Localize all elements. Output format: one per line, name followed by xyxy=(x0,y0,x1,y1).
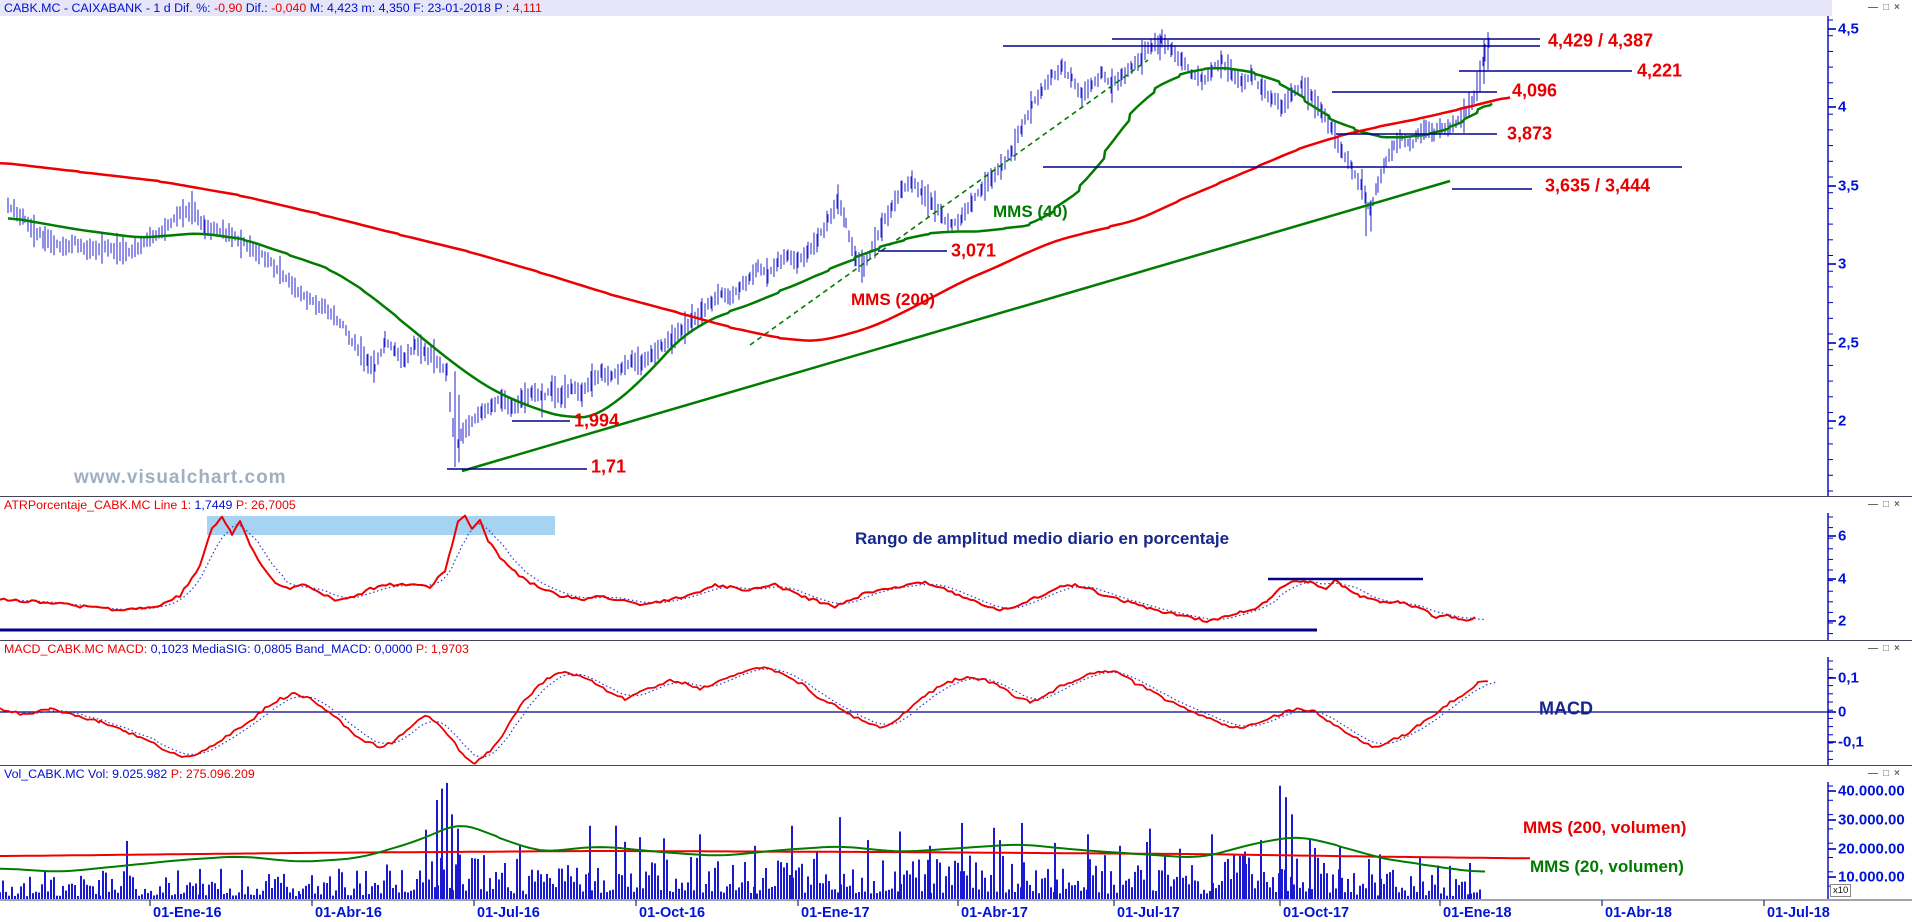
price-annotation: MMS (40) xyxy=(993,202,1068,221)
vol-header-segment: Vol_CABK.MC Vol: 9.025.982 xyxy=(4,767,168,781)
time-axis-label: 01-Oct-17 xyxy=(1283,905,1350,921)
maximize-icon[interactable]: □ xyxy=(1883,768,1890,779)
vol-axis-label: 40.000.00 xyxy=(1838,782,1905,800)
visualchart-watermark: www.visualchart.com xyxy=(74,467,287,488)
main-axis-label: 3,5 xyxy=(1838,177,1859,195)
main-axis-label: 3 xyxy=(1838,255,1847,273)
volume-ma-annotation: MMS (200, volumen) xyxy=(1523,818,1687,837)
price-annotation: 3,635 / 3,444 xyxy=(1545,175,1651,196)
macd-header-segment: MACD_CABK.MC MACD: xyxy=(4,642,151,656)
panel-window-controls: — □ × xyxy=(1868,3,1900,13)
vol-axis-label: 30.000.00 xyxy=(1838,811,1905,829)
time-axis-label: 01-Oct-16 xyxy=(639,905,706,921)
close-icon[interactable]: × xyxy=(1894,2,1900,13)
macd-panel-header: MACD_CABK.MC MACD: 0,1023 MediaSIG: 0,08… xyxy=(0,641,1832,657)
panel-separator xyxy=(0,496,1912,497)
panel-separator xyxy=(0,640,1912,641)
minimize-icon[interactable]: — xyxy=(1868,643,1878,654)
time-axis-label: 01-Ene-16 xyxy=(153,905,222,921)
macd-annotation: MACD xyxy=(1539,698,1593,719)
vol-header-segment: P: 275.096.209 xyxy=(167,767,255,781)
time-axis-label: 01-Ene-18 xyxy=(1443,905,1512,921)
macd-axis-label: 0,1 xyxy=(1838,669,1859,687)
macd-axis-label: 0 xyxy=(1838,703,1847,721)
title-segment: M: 4,423 m: 4,350 F: 23-01-2018 P : xyxy=(306,1,513,15)
time-axis-label: 01-Jul-17 xyxy=(1117,905,1180,921)
atr-annotation: Rango de amplitud medio diario en porcen… xyxy=(855,529,1230,548)
maximize-icon[interactable]: □ xyxy=(1883,2,1890,13)
maximize-icon[interactable]: □ xyxy=(1883,643,1890,654)
time-axis-label: 01-Ene-17 xyxy=(801,905,870,921)
main-axis-label: 4 xyxy=(1838,98,1847,116)
volume-panel-header: Vol_CABK.MC Vol: 9.025.982 P: 275.096.20… xyxy=(0,766,1832,782)
close-icon[interactable]: × xyxy=(1894,643,1900,654)
atr-axis-label: 4 xyxy=(1838,570,1847,588)
close-icon[interactable]: × xyxy=(1894,768,1900,779)
volume-scale-multiplier: x10 xyxy=(1830,884,1852,897)
price-annotation: MMS (200) xyxy=(851,290,936,309)
main-axis-label: 2,5 xyxy=(1838,334,1859,352)
vol-axis-label: 20.000.00 xyxy=(1838,840,1905,858)
vol-axis-label: 10.000.00 xyxy=(1838,868,1905,886)
atr-header-segment: 1,7449 xyxy=(194,498,233,512)
macd-header-segment: MediaSIG: 0,0805 Band_MACD: 0,0000 xyxy=(188,642,413,656)
minimize-icon[interactable]: — xyxy=(1868,2,1878,13)
atr-header-segment: ATRPorcentaje_CABK.MC Line 1: xyxy=(4,498,195,512)
macd-header-segment: P: 1,9703 xyxy=(412,642,469,656)
time-axis-label: 01-Jul-18 xyxy=(1767,905,1830,921)
price-annotation: 3,873 xyxy=(1507,123,1553,144)
atr-panel-header: ATRPorcentaje_CABK.MC Line 1: 1,7449 P: … xyxy=(0,497,1832,513)
atr-axis-label: 6 xyxy=(1838,527,1847,545)
title-segment: Dif.: xyxy=(242,1,272,15)
price-annotation: 1,71 xyxy=(591,456,627,477)
title-segment: -0,90 xyxy=(214,1,243,15)
time-axis-label: 01-Abr-16 xyxy=(315,905,382,921)
panel-window-controls: — □ × xyxy=(1868,769,1900,779)
time-axis-label: 01-Abr-18 xyxy=(1605,905,1672,921)
main-axis-label: 2 xyxy=(1838,412,1847,430)
panel-window-controls: — □ × xyxy=(1868,644,1900,654)
minimize-icon[interactable]: — xyxy=(1868,499,1878,510)
close-icon[interactable]: × xyxy=(1894,499,1900,510)
chart-title-bar: CABK.MC - CAIXABANK - 1 d Dif. %: -0,90 … xyxy=(0,0,1832,16)
title-segment: 4,111 xyxy=(512,1,542,15)
minimize-icon[interactable]: — xyxy=(1868,768,1878,779)
time-axis-label: 01-Jul-16 xyxy=(477,905,540,921)
atr-axis-label: 2 xyxy=(1838,612,1847,630)
price-annotation: 3,071 xyxy=(951,240,997,261)
title-segment: -0,040 xyxy=(271,1,307,15)
macd-axis-label: -0,1 xyxy=(1838,733,1864,751)
time-axis-label: 01-Abr-17 xyxy=(961,905,1028,921)
price-annotation: 4,096 xyxy=(1512,80,1558,101)
title-segment: CABK.MC - CAIXABANK - 1 d Dif. %: xyxy=(4,1,214,15)
atr-header-segment: P: 26,7005 xyxy=(232,498,296,512)
panel-window-controls: — □ × xyxy=(1868,500,1900,510)
volume-ma-annotation: MMS (20, volumen) xyxy=(1530,857,1684,876)
macd-header-segment: 0,1023 xyxy=(150,642,189,656)
maximize-icon[interactable]: □ xyxy=(1883,499,1890,510)
price-annotation: 1,994 xyxy=(574,410,620,431)
price-annotation: 4,221 xyxy=(1637,60,1683,81)
panel-separator xyxy=(0,765,1912,766)
price-annotation: 4,429 / 4,387 xyxy=(1548,30,1654,51)
main-axis-label: 4,5 xyxy=(1838,20,1859,38)
